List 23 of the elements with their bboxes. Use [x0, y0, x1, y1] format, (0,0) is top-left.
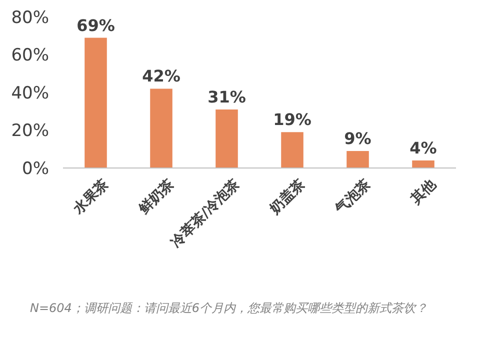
y-tick-label: 80%: [11, 8, 49, 28]
bar: [150, 88, 172, 168]
data-label: 9%: [344, 129, 372, 148]
data-label: 42%: [142, 66, 180, 86]
data-label: 31%: [208, 87, 246, 106]
bar: [346, 151, 369, 168]
x-tick-label: 鲜奶茶: [135, 176, 178, 218]
bar: [84, 38, 107, 168]
data-label: 4%: [410, 138, 437, 158]
x-tick-label: 奶盖茶: [266, 176, 308, 218]
x-tick-label: 水果茶: [70, 176, 112, 218]
x-tick-label: 气泡茶: [332, 176, 374, 218]
bar: [281, 132, 304, 168]
y-tick-label: 0%: [22, 158, 49, 179]
data-label: 19%: [273, 110, 312, 130]
text: N=604；调研问题：请问最近6个月内，您最常购买哪些类型的新式茶饮？: [30, 301, 428, 315]
y-tick-label: 20%: [11, 121, 49, 142]
y-tick-label: 40%: [11, 83, 49, 104]
x-tick-label: 其他: [407, 176, 440, 208]
bar: [216, 109, 238, 168]
bar: [412, 160, 434, 168]
data-label: 69%: [76, 16, 115, 35]
y-tick-label: 60%: [11, 46, 49, 66]
